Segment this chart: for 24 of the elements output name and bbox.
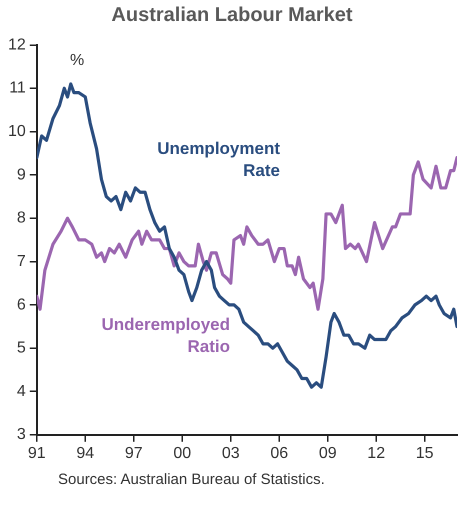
chart-title: Australian Labour Market (110, 4, 354, 27)
y-tick-label: 12 (8, 36, 26, 54)
y-tick-label: 3 (16, 426, 26, 444)
y-tick-label: 8 (16, 210, 26, 227)
y-tick-label: 4 (16, 382, 26, 400)
x-tick-label: 06 (270, 444, 288, 462)
x-tick-label: 94 (76, 444, 94, 462)
y-tick-label: 11 (9, 80, 26, 97)
x-tick-label: 09 (318, 444, 337, 462)
x-tick-label: 15 (416, 444, 434, 462)
x-tick-label: 03 (222, 444, 240, 462)
series-label: Unemployment Rate (156, 138, 280, 182)
x-tick-label: 12 (367, 444, 386, 462)
source-note: Sources: Australian Bureau of Statistics. (58, 470, 326, 489)
y-axis-title: % (70, 52, 84, 70)
x-tick-label: 97 (124, 444, 143, 462)
y-tick-label: 10 (8, 123, 26, 140)
x-tick-label: 91 (28, 444, 46, 462)
y-tick-label: 5 (16, 340, 26, 357)
y-tick-label: 9 (16, 166, 26, 184)
x-tick-label: 00 (173, 444, 192, 462)
y-tick-label: 7 (16, 252, 26, 270)
y-tick-label: 6 (16, 296, 26, 314)
series-label: Underemployed Ratio (100, 314, 230, 358)
